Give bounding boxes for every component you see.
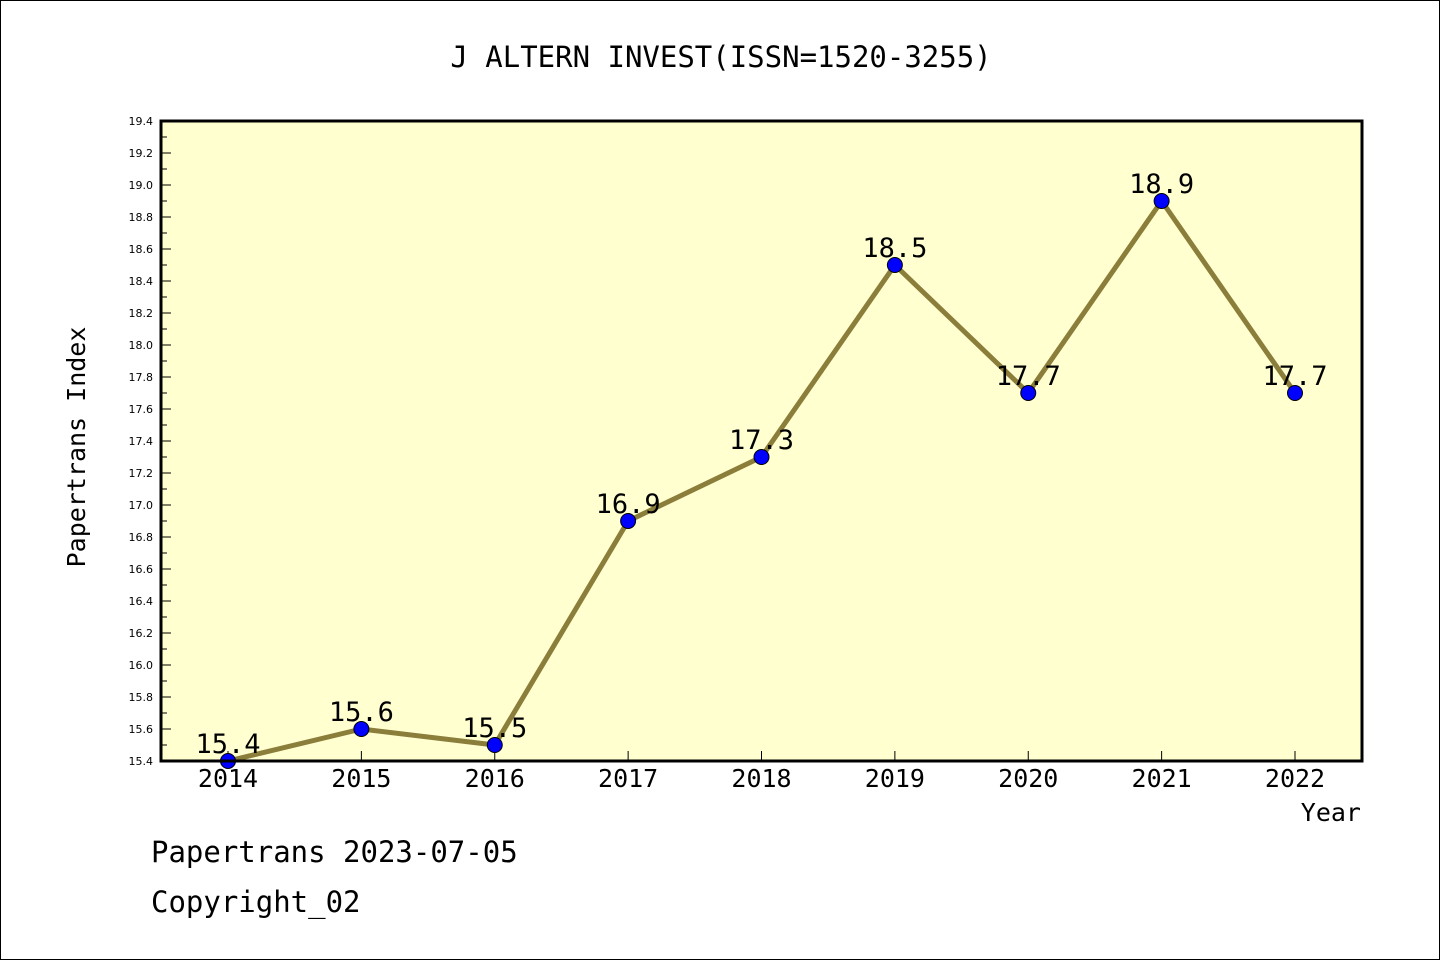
- data-label: 17.3: [729, 425, 794, 456]
- data-label: 16.9: [596, 489, 661, 520]
- y-tick-label: 15.4: [129, 755, 154, 768]
- y-axis: 15.4 15.6 15.8 16.0 16.2 16.4 16.6 16.8 17.0 17.2…: [129, 115, 171, 768]
- y-tick-label: 19.2: [129, 147, 154, 160]
- chart-title: J ALTERN INVEST(ISSN=1520-3255): [450, 40, 991, 74]
- y-tick-label: 15.6: [129, 723, 154, 736]
- y-tick-label: 18.2: [129, 307, 154, 320]
- footer-date: Papertrans 2023-07-05: [151, 835, 518, 869]
- x-axis: 2014 2015 2016 2017 2018 2019 2020 2021 2022: [198, 751, 1325, 793]
- y-tick-label: 19.0: [129, 179, 154, 192]
- y-tick-label: 17.4: [129, 435, 154, 448]
- y-tick-label: 17.6: [129, 403, 154, 416]
- y-tick-label: 18.6: [129, 243, 154, 256]
- data-point: [1153, 193, 1170, 209]
- x-axis-label: Year: [1301, 798, 1361, 827]
- y-tick-label: 15.8: [129, 691, 154, 704]
- data-point: [1020, 385, 1037, 401]
- x-tick-label: 2019: [865, 764, 925, 793]
- data-label: 15.6: [329, 697, 394, 728]
- data-markers: [220, 193, 1303, 769]
- x-tick-label: 2022: [1265, 764, 1325, 793]
- data-point: [486, 737, 503, 753]
- x-tick-label: 2021: [1132, 764, 1192, 793]
- data-label: 18.5: [862, 233, 927, 264]
- plot-area: [161, 121, 1362, 761]
- y-tick-label: 16.4: [129, 595, 154, 608]
- y-axis-label: Papertrans Index: [62, 327, 91, 568]
- plot-border: [159, 119, 1364, 763]
- y-tick-label: 17.0: [129, 499, 154, 512]
- data-label: 17.7: [1262, 361, 1327, 392]
- y-tick-label: 18.8: [129, 211, 154, 224]
- x-tick-label: 2017: [598, 764, 658, 793]
- data-labels: 15.4 15.6 15.5 16.9 17.3 18.5 17.7 18.9 17.7: [195, 169, 1327, 760]
- data-label: 15.5: [462, 713, 527, 744]
- x-tick-label: 2018: [731, 764, 791, 793]
- data-label: 18.9: [1129, 169, 1194, 200]
- data-point: [353, 721, 370, 737]
- y-tick-label: 19.4: [129, 115, 154, 128]
- y-tick-label: 16.6: [129, 563, 154, 576]
- x-tick-label: 2015: [331, 764, 391, 793]
- x-tick-label: 2016: [465, 764, 525, 793]
- y-tick-label: 17.8: [129, 371, 154, 384]
- y-tick-label: 16.8: [129, 531, 154, 544]
- data-label: 17.7: [996, 361, 1061, 392]
- data-point: [753, 449, 770, 465]
- x-tick-label: 2020: [998, 764, 1058, 793]
- y-tick-label: 18.4: [129, 275, 154, 288]
- y-tick-label: 16.0: [129, 659, 154, 672]
- y-tick-label: 18.0: [129, 339, 154, 352]
- data-point: [1287, 385, 1303, 401]
- y-tick-label: 16.2: [129, 627, 154, 640]
- data-point: [620, 513, 637, 529]
- data-point: [886, 257, 903, 273]
- footer-copyright: Copyright_02: [151, 885, 361, 919]
- y-tick-label: 17.2: [129, 467, 154, 480]
- data-label: 15.4: [195, 729, 260, 760]
